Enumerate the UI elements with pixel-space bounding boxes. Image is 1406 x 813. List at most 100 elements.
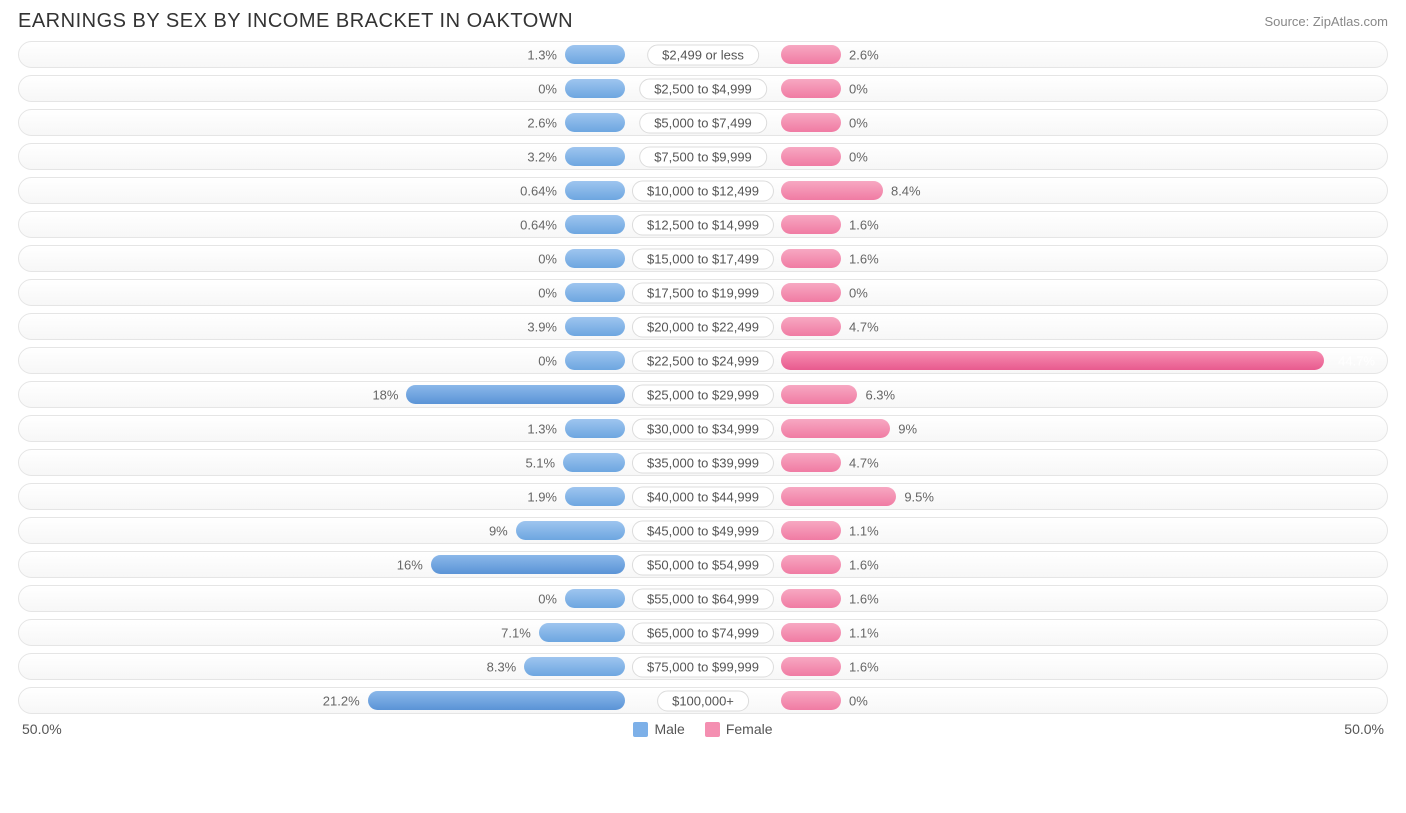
footer: 50.0% Male Female 50.0%	[18, 721, 1388, 737]
chart-row: $12,500 to $14,999 0.64% 1.6%	[18, 211, 1388, 238]
male-value: 18%	[372, 387, 398, 402]
female-value: 1.6%	[849, 217, 879, 232]
male-bar	[368, 691, 625, 710]
bracket-label: $15,000 to $17,499	[632, 248, 774, 269]
female-bar	[781, 555, 841, 574]
bracket-label: $40,000 to $44,999	[632, 486, 774, 507]
male-bar	[565, 487, 625, 506]
male-value: 0%	[538, 251, 557, 266]
male-bar	[565, 249, 625, 268]
female-value: 9%	[898, 421, 917, 436]
male-bar	[565, 45, 625, 64]
male-swatch-icon	[633, 722, 648, 737]
bracket-label: $17,500 to $19,999	[632, 282, 774, 303]
female-value: 4.7%	[849, 455, 879, 470]
legend: Male Female	[633, 721, 772, 737]
legend-female: Female	[705, 721, 773, 737]
bracket-label: $22,500 to $24,999	[632, 350, 774, 371]
male-bar	[524, 657, 625, 676]
female-value: 1.6%	[849, 659, 879, 674]
male-bar	[406, 385, 625, 404]
female-value: 2.6%	[849, 47, 879, 62]
male-value: 0%	[538, 353, 557, 368]
female-value: 9.5%	[904, 489, 934, 504]
chart-row: $55,000 to $64,9990%1.6%	[18, 585, 1388, 612]
female-bar	[781, 691, 841, 710]
male-value: 0%	[538, 285, 557, 300]
male-bar	[565, 589, 625, 608]
female-value: 1.1%	[849, 523, 879, 538]
male-value: 0.64%	[520, 217, 557, 232]
bracket-label: $45,000 to $49,999	[632, 520, 774, 541]
male-bar	[516, 521, 625, 540]
chart-row: $45,000 to $49,999 9% 1.1%	[18, 517, 1388, 544]
male-bar	[565, 351, 625, 370]
male-bar	[431, 555, 625, 574]
male-value: 21.2%	[323, 693, 360, 708]
male-bar	[565, 181, 625, 200]
male-bar	[565, 317, 625, 336]
female-value: 44.7%	[1338, 353, 1375, 368]
axis-right-label: 50.0%	[1344, 721, 1384, 737]
female-bar	[781, 45, 841, 64]
bracket-label: $75,000 to $99,999	[632, 656, 774, 677]
legend-female-label: Female	[726, 721, 773, 737]
bracket-label: $12,500 to $14,999	[632, 214, 774, 235]
female-value: 1.6%	[849, 251, 879, 266]
male-value: 3.9%	[527, 319, 557, 334]
chart-row: $75,000 to $99,999 8.3% 1.6%	[18, 653, 1388, 680]
chart-row: $25,000 to $29,99918%6.3%	[18, 381, 1388, 408]
male-value: 2.6%	[527, 115, 557, 130]
male-value: 3.2%	[527, 149, 557, 164]
bracket-label: $5,000 to $7,499	[639, 112, 767, 133]
chart-title: EARNINGS BY SEX BY INCOME BRACKET IN OAK…	[18, 10, 573, 33]
female-value: 1.1%	[849, 625, 879, 640]
bracket-label: $10,000 to $12,499	[632, 180, 774, 201]
female-bar	[781, 283, 841, 302]
male-value: 5.1%	[525, 455, 555, 470]
male-value: 16%	[397, 557, 423, 572]
chart-row: $65,000 to $74,999 7.1% 1.1%	[18, 619, 1388, 646]
male-bar	[565, 79, 625, 98]
chart-row: $40,000 to $44,999 1.9% 9.5%	[18, 483, 1388, 510]
chart-row: $2,499 or less 1.3% 2.6%	[18, 41, 1388, 68]
female-value: 0%	[849, 115, 868, 130]
chart-row: $2,500 to $4,9990%0%	[18, 75, 1388, 102]
female-value: 0%	[849, 285, 868, 300]
chart-row: $5,000 to $7,499 2.6% 0%	[18, 109, 1388, 136]
male-bar	[565, 283, 625, 302]
female-bar	[781, 589, 841, 608]
male-value: 1.3%	[527, 421, 557, 436]
male-value: 7.1%	[501, 625, 531, 640]
bracket-label: $2,499 or less	[647, 44, 759, 65]
male-bar	[565, 113, 625, 132]
male-value: 0%	[538, 591, 557, 606]
female-bar	[781, 79, 841, 98]
female-bar	[781, 351, 1324, 370]
female-value: 0%	[849, 693, 868, 708]
female-bar	[781, 657, 841, 676]
male-bar	[565, 419, 625, 438]
chart-row: $17,500 to $19,999 0% 0%	[18, 279, 1388, 306]
female-swatch-icon	[705, 722, 720, 737]
header: EARNINGS BY SEX BY INCOME BRACKET IN OAK…	[18, 10, 1388, 33]
female-bar	[781, 249, 841, 268]
chart-row: $20,000 to $22,499 3.9% 4.7%	[18, 313, 1388, 340]
male-value: 8.3%	[487, 659, 517, 674]
bracket-label: $20,000 to $22,499	[632, 316, 774, 337]
male-value: 1.9%	[527, 489, 557, 504]
female-value: 4.7%	[849, 319, 879, 334]
male-bar	[565, 147, 625, 166]
bracket-label: $2,500 to $4,999	[639, 78, 767, 99]
female-value: 0%	[849, 149, 868, 164]
male-value: 1.3%	[527, 47, 557, 62]
axis-left-label: 50.0%	[22, 721, 62, 737]
female-value: 6.3%	[865, 387, 895, 402]
bracket-label: $55,000 to $64,999	[632, 588, 774, 609]
female-value: 1.6%	[849, 557, 879, 572]
male-value: 9%	[489, 523, 508, 538]
bracket-label: $65,000 to $74,999	[632, 622, 774, 643]
female-value: 8.4%	[891, 183, 921, 198]
legend-male: Male	[633, 721, 684, 737]
chart-row: $100,000+21.2%0%	[18, 687, 1388, 714]
